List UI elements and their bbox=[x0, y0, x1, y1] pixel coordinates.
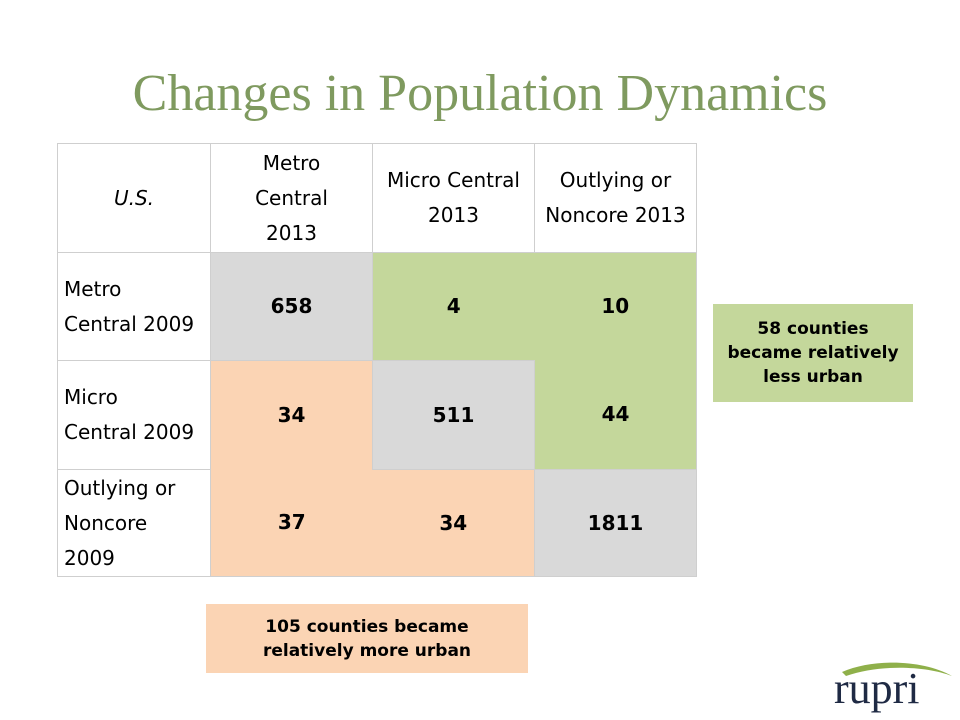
callout-line: 105 counties became bbox=[265, 616, 469, 637]
column-header-outlying-noncore-2013: Outlying or Noncore 2013 bbox=[534, 143, 697, 253]
more-urban-callout: 105 counties became relatively more urba… bbox=[206, 604, 528, 673]
header-line: Central bbox=[255, 185, 328, 210]
cell-value: 44 bbox=[534, 360, 697, 470]
row-header-line: Outlying or bbox=[64, 475, 176, 500]
table-row-metro-central-2009: Metro Central 2009 658 4 10 bbox=[57, 252, 697, 361]
slide-title: Changes in Population Dynamics bbox=[132, 65, 828, 122]
cell-value: 511 bbox=[372, 360, 535, 470]
population-change-matrix: U.S. Metro Central 2013 Micro Central 20… bbox=[57, 143, 697, 577]
header-line: 2013 bbox=[266, 220, 317, 245]
header-line: Metro bbox=[262, 150, 321, 175]
logo-swoosh-icon bbox=[842, 662, 952, 676]
cell-value: 1811 bbox=[534, 469, 697, 577]
table-corner-label: U.S. bbox=[57, 143, 211, 253]
row-header-line: Metro bbox=[64, 276, 122, 301]
column-header-metro-central-2013: Metro Central 2013 bbox=[210, 143, 373, 253]
less-urban-callout: 58 counties became relatively less urban bbox=[713, 304, 913, 402]
cell-value: 658 bbox=[210, 252, 373, 361]
cell-value: 37 bbox=[210, 469, 373, 577]
logo-text: rupri bbox=[834, 664, 920, 713]
cell-value: 34 bbox=[210, 360, 373, 470]
row-header-line: Central 2009 bbox=[64, 420, 195, 444]
row-header-line: Central 2009 bbox=[64, 311, 195, 336]
header-line: Micro Central bbox=[386, 168, 520, 192]
header-line: 2013 bbox=[428, 203, 479, 227]
callout-line: relatively more urban bbox=[262, 640, 472, 661]
cell-value: 4 bbox=[372, 252, 535, 361]
header-line: Outlying or bbox=[559, 168, 672, 192]
row-header-metro-central-2009: Metro Central 2009 bbox=[57, 252, 211, 361]
table-row-outlying-noncore-2009: Outlying or Noncore 2009 37 34 1811 bbox=[57, 469, 697, 577]
row-header-outlying-noncore-2009: Outlying or Noncore 2009 bbox=[57, 469, 211, 577]
row-header-line: 2009 bbox=[64, 545, 115, 570]
callout-line: became relatively bbox=[727, 343, 899, 363]
row-header-line: Noncore bbox=[64, 510, 148, 535]
row-header-micro-central-2009: Micro Central 2009 bbox=[57, 360, 211, 470]
header-line: Noncore 2013 bbox=[545, 203, 686, 227]
cell-value: 34 bbox=[372, 469, 535, 577]
table-row-micro-central-2009: Micro Central 2009 34 511 44 bbox=[57, 360, 697, 470]
rupri-logo: rupri bbox=[834, 662, 960, 720]
callout-line: less urban bbox=[763, 367, 863, 387]
cell-value: 10 bbox=[534, 252, 697, 361]
column-header-micro-central-2013: Micro Central 2013 bbox=[372, 143, 535, 253]
header-row: U.S. Metro Central 2013 Micro Central 20… bbox=[57, 143, 697, 253]
callout-line: 58 counties bbox=[757, 319, 869, 339]
row-header-line: Micro bbox=[64, 385, 118, 409]
